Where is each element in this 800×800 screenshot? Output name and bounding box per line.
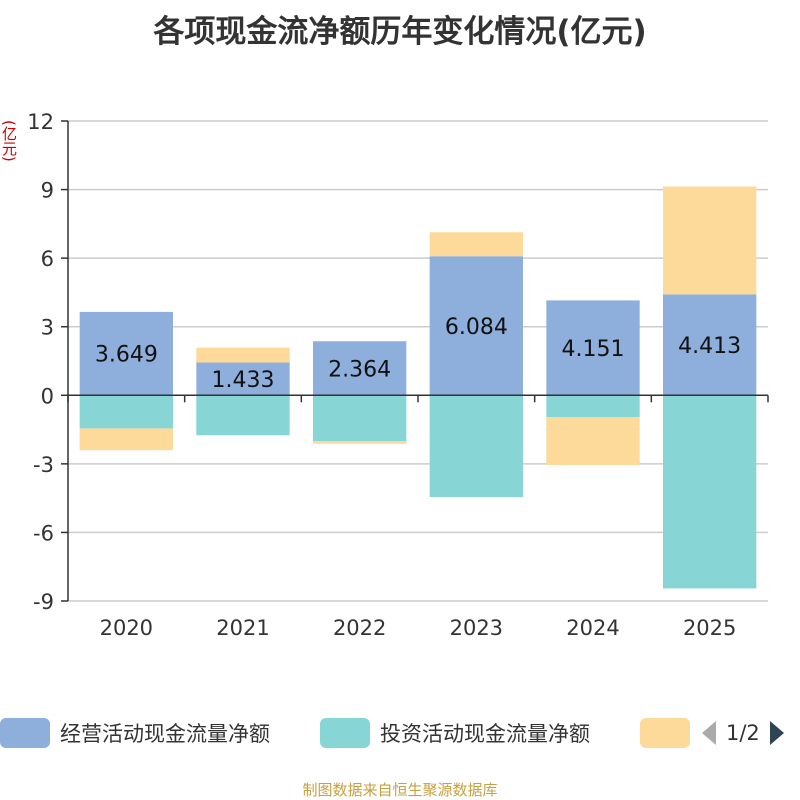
y-tick-label: 0 (41, 384, 54, 408)
axes: 12 9 6 3 0 -3 -6 -9 2020 2021 2022 2023 2024 2025 (27, 110, 769, 640)
x-tick-label-2024: 2024 (566, 616, 619, 640)
x-tick-label-2021: 2021 (216, 616, 269, 640)
bar-investing-2020[interactable] (79, 395, 173, 429)
next-page-icon[interactable] (768, 719, 786, 747)
bars (79, 186, 757, 589)
chart-title: 各项现金流净额历年变化情况(亿元) (153, 14, 647, 50)
legend-item-financing[interactable] (640, 716, 690, 750)
x-tick-label-2025: 2025 (683, 616, 736, 640)
data-label-2024: 4.151 (562, 337, 625, 362)
legend-page-indicator: 1/2 (726, 721, 760, 745)
bar-investing-2025[interactable] (663, 395, 757, 589)
bar-operating-2024[interactable] (546, 300, 640, 396)
y-tick-label: -6 (33, 521, 54, 545)
bar-financing-2024[interactable] (546, 417, 640, 465)
x-tick-label-2020: 2020 (100, 616, 153, 640)
bar-investing-2021[interactable] (196, 395, 290, 436)
bar-investing-2022[interactable] (313, 395, 407, 441)
legend-pager: 1/2 (700, 716, 786, 750)
legend-swatch-financing (640, 718, 690, 748)
legend-swatch-operating (0, 718, 50, 748)
bar-investing-2023[interactable] (429, 395, 523, 497)
legend-item-operating[interactable]: 经营活动现金流量净额 (0, 716, 270, 750)
data-labels: 3.649 1.433 2.364 6.084 4.151 4.413 (95, 315, 741, 393)
bar-operating-2022[interactable] (313, 341, 407, 396)
x-tick-label-2022: 2022 (333, 616, 386, 640)
bar-financing-2023[interactable] (429, 232, 523, 257)
y-tick-label: -9 (33, 590, 54, 614)
x-tick-label-2023: 2023 (450, 616, 503, 640)
y-tick-label: 12 (27, 110, 54, 134)
y-tick-label: -3 (33, 453, 54, 477)
legend-item-investing[interactable]: 投资活动现金流量净额 (320, 716, 590, 750)
stacked-bar-chart: 12 9 6 3 0 -3 -6 -9 2020 2021 2022 2023 2024 2025 3.6… (27, 110, 769, 640)
bar-operating-2025[interactable] (663, 294, 757, 396)
legend-label-operating: 经营活动现金流量净额 (60, 722, 270, 746)
bar-operating-2020[interactable] (79, 311, 173, 396)
data-source-note: 制图数据来自恒生聚源数据库 (302, 781, 498, 799)
data-label-2023: 6.084 (445, 315, 508, 340)
bar-investing-2024[interactable] (546, 395, 640, 417)
bar-financing-2025[interactable] (663, 186, 757, 295)
data-label-2021: 1.433 (212, 368, 275, 393)
bar-operating-2021[interactable] (196, 362, 290, 396)
prev-page-icon[interactable] (700, 719, 718, 747)
data-label-2025: 4.413 (678, 334, 741, 359)
y-tick-label: 3 (41, 316, 54, 340)
bar-operating-2023[interactable] (429, 256, 523, 396)
data-label-2022: 2.364 (328, 357, 391, 382)
legend-label-investing: 投资活动现金流量净额 (380, 722, 590, 746)
bar-financing-2022[interactable] (313, 441, 407, 444)
gridlines (68, 120, 768, 602)
y-axis-unit-label: (亿元) (0, 120, 18, 162)
data-label-2020: 3.649 (95, 343, 158, 368)
bar-financing-2021[interactable] (196, 347, 290, 363)
legend-swatch-investing (320, 718, 370, 748)
y-tick-label: 6 (41, 247, 54, 271)
y-tick-label: 9 (41, 179, 54, 203)
bar-financing-2020[interactable] (79, 428, 173, 451)
